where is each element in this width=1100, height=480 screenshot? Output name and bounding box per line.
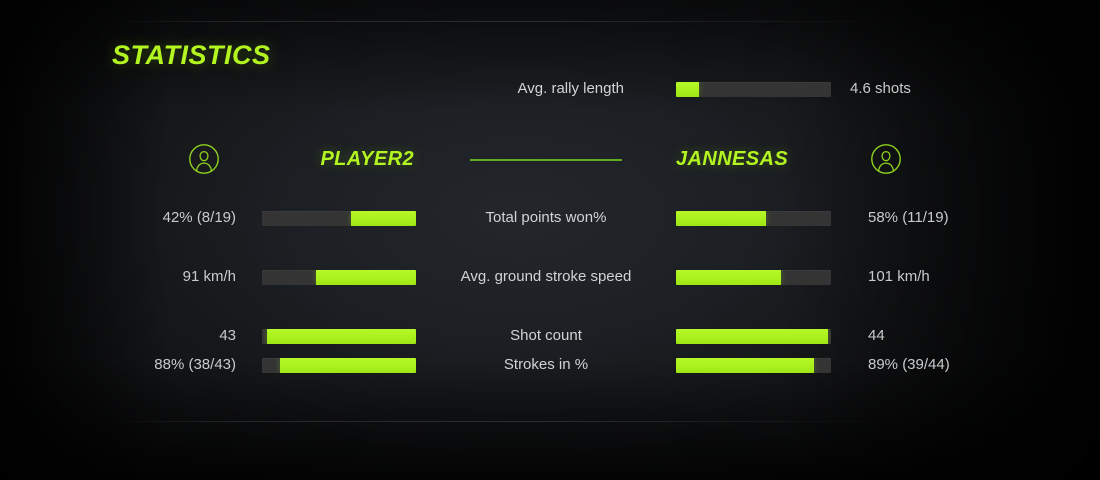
stat-fill-right	[676, 329, 828, 344]
stat-fill-right	[676, 270, 782, 285]
stat-fill-left	[315, 270, 416, 285]
stat-value-right: 89% (39/44)	[868, 356, 950, 373]
player-name-right: JANNESAS	[676, 148, 789, 170]
stat-value-left: 42% (8/19)	[162, 209, 236, 226]
stat-row: 42% (8/19) Total points won% 58% (11/19)	[0, 207, 1100, 229]
stat-row: 43 Shot count 44	[0, 325, 1100, 347]
stat-row: 88% (38/43) Strokes in % 89% (39/44)	[0, 354, 1100, 376]
stat-value-right: 44	[868, 327, 885, 344]
stat-value-left: 43	[219, 327, 236, 344]
bottom-divider	[110, 421, 895, 422]
stat-label: Total points won%	[485, 209, 607, 226]
summary-label: Avg. rally length	[517, 80, 624, 97]
stat-bar-right	[676, 211, 831, 226]
stat-bar-right	[676, 358, 831, 373]
stat-bar-right	[676, 329, 831, 344]
stat-label: Strokes in %	[503, 356, 589, 373]
stat-fill-right	[676, 358, 814, 373]
stat-row: 91 km/h Avg. ground stroke speed 101 km/…	[0, 266, 1100, 288]
stat-value-right: 101 km/h	[868, 268, 930, 285]
person-circle-icon	[188, 143, 220, 175]
stat-bar-left	[262, 358, 416, 373]
stat-value-left: 88% (38/43)	[154, 356, 236, 373]
stat-value-left: 91 km/h	[182, 268, 236, 285]
stat-label: Avg. ground stroke speed	[460, 268, 632, 285]
stat-fill-left	[280, 358, 416, 373]
stat-label: Shot count	[510, 327, 582, 344]
page-title: STATISTICS	[112, 40, 271, 70]
summary-progress-fill	[676, 82, 700, 97]
players-header: PLAYER2 JANNESAS	[0, 143, 1100, 177]
stat-value-right: 58% (11/19)	[868, 209, 949, 226]
person-circle-icon	[870, 143, 902, 175]
summary-value: 4.6 shots	[850, 80, 911, 97]
stat-fill-left	[266, 329, 416, 344]
stat-bar-left	[262, 270, 416, 285]
stat-fill-left	[351, 211, 416, 226]
summary-progress-bar	[676, 82, 831, 97]
stat-bar-left	[262, 329, 416, 344]
player-name-left: PLAYER2	[320, 148, 414, 170]
stat-bar-right	[676, 270, 831, 285]
summary-row-rally-length: Avg. rally length 4.6 shots	[0, 78, 1100, 100]
top-divider	[110, 21, 895, 22]
stat-fill-right	[676, 211, 766, 226]
center-rule	[470, 159, 622, 161]
stat-bar-left	[262, 211, 416, 226]
